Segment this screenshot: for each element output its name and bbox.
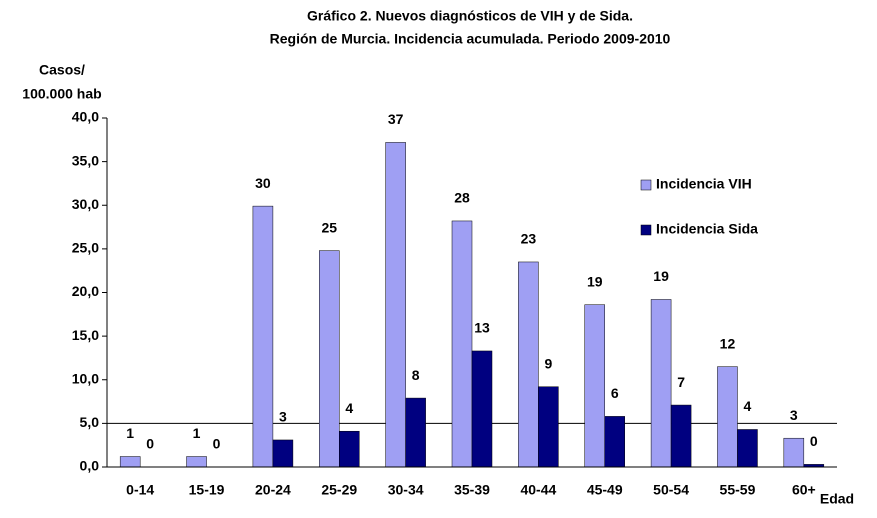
y-tick-label: 20,0 — [72, 283, 99, 299]
bar — [670, 404, 692, 468]
x-tick-label: 45-49 — [587, 482, 623, 498]
y-tick-label: 15,0 — [72, 327, 99, 343]
bar — [783, 437, 805, 468]
data-label: 0 — [213, 436, 221, 452]
y-tick-label: 0,0 — [80, 458, 100, 474]
data-label: 12 — [720, 335, 736, 351]
bar — [405, 397, 426, 468]
x-tick-label: 55-59 — [720, 482, 756, 498]
data-label: 19 — [653, 268, 669, 284]
y-tick-label: 40,0 — [72, 109, 99, 125]
data-label: 8 — [412, 367, 420, 383]
data-label: 7 — [677, 374, 685, 390]
data-label: 3 — [279, 409, 287, 425]
bar — [650, 299, 672, 468]
legend-swatch — [640, 224, 652, 236]
y-tick-label: 35,0 — [72, 152, 99, 168]
x-tick-label: 60+ — [792, 482, 816, 498]
bar — [538, 386, 559, 468]
y-tick-label: 30,0 — [72, 196, 99, 212]
data-label: 13 — [474, 320, 490, 336]
legend-swatch — [640, 179, 652, 191]
bar — [186, 456, 207, 468]
chart-title: Gráfico 2. Nuevos diagnósticos de VIH y … — [307, 8, 633, 24]
data-label: 4 — [744, 398, 752, 414]
bar — [584, 304, 605, 468]
bar — [119, 456, 141, 468]
x-tick-label: 35-39 — [454, 482, 490, 498]
x-tick-label: 0-14 — [126, 482, 154, 498]
legend-label: Incidencia VIH — [656, 176, 752, 192]
x-tick-label: 40-44 — [520, 482, 556, 498]
data-label: 1 — [193, 425, 201, 441]
data-label: 6 — [611, 385, 619, 401]
data-label: 1 — [126, 425, 134, 441]
x-tick-label: 50-54 — [653, 482, 689, 498]
y-axis-label: 100.000 hab — [22, 86, 101, 102]
bar — [252, 205, 274, 468]
x-tick-label: 25-29 — [321, 482, 357, 498]
bar — [518, 261, 539, 468]
bar — [737, 429, 758, 468]
y-tick-label: 25,0 — [72, 240, 99, 256]
data-label: 28 — [454, 190, 470, 206]
data-label: 23 — [521, 231, 537, 247]
data-label: 4 — [345, 400, 353, 416]
bar — [451, 220, 473, 468]
x-tick-label: 20-24 — [255, 482, 291, 498]
legend-label: Incidencia Sida — [656, 221, 758, 237]
bar — [385, 142, 406, 468]
y-axis-label: Casos/ — [39, 62, 85, 78]
data-label: 0 — [810, 433, 818, 449]
data-label: 19 — [587, 273, 603, 289]
bar — [604, 416, 625, 468]
bar — [272, 439, 294, 468]
x-tick-label: 30-34 — [388, 482, 424, 498]
data-label: 9 — [544, 355, 552, 371]
data-label: 3 — [790, 407, 798, 423]
x-axis-label: Edad — [820, 491, 854, 507]
bar — [339, 430, 360, 468]
bar — [717, 366, 738, 468]
chart-title: Región de Murcia. Incidencia acumulada. … — [270, 31, 671, 47]
data-label: 0 — [146, 436, 154, 452]
data-label: 25 — [321, 219, 337, 235]
y-tick-label: 5,0 — [80, 414, 100, 430]
x-tick-label: 15-19 — [189, 482, 225, 498]
bar — [319, 250, 340, 468]
y-tick-label: 10,0 — [72, 370, 99, 386]
data-label: 37 — [388, 111, 404, 127]
data-label: 30 — [255, 175, 271, 191]
bar — [471, 350, 493, 468]
